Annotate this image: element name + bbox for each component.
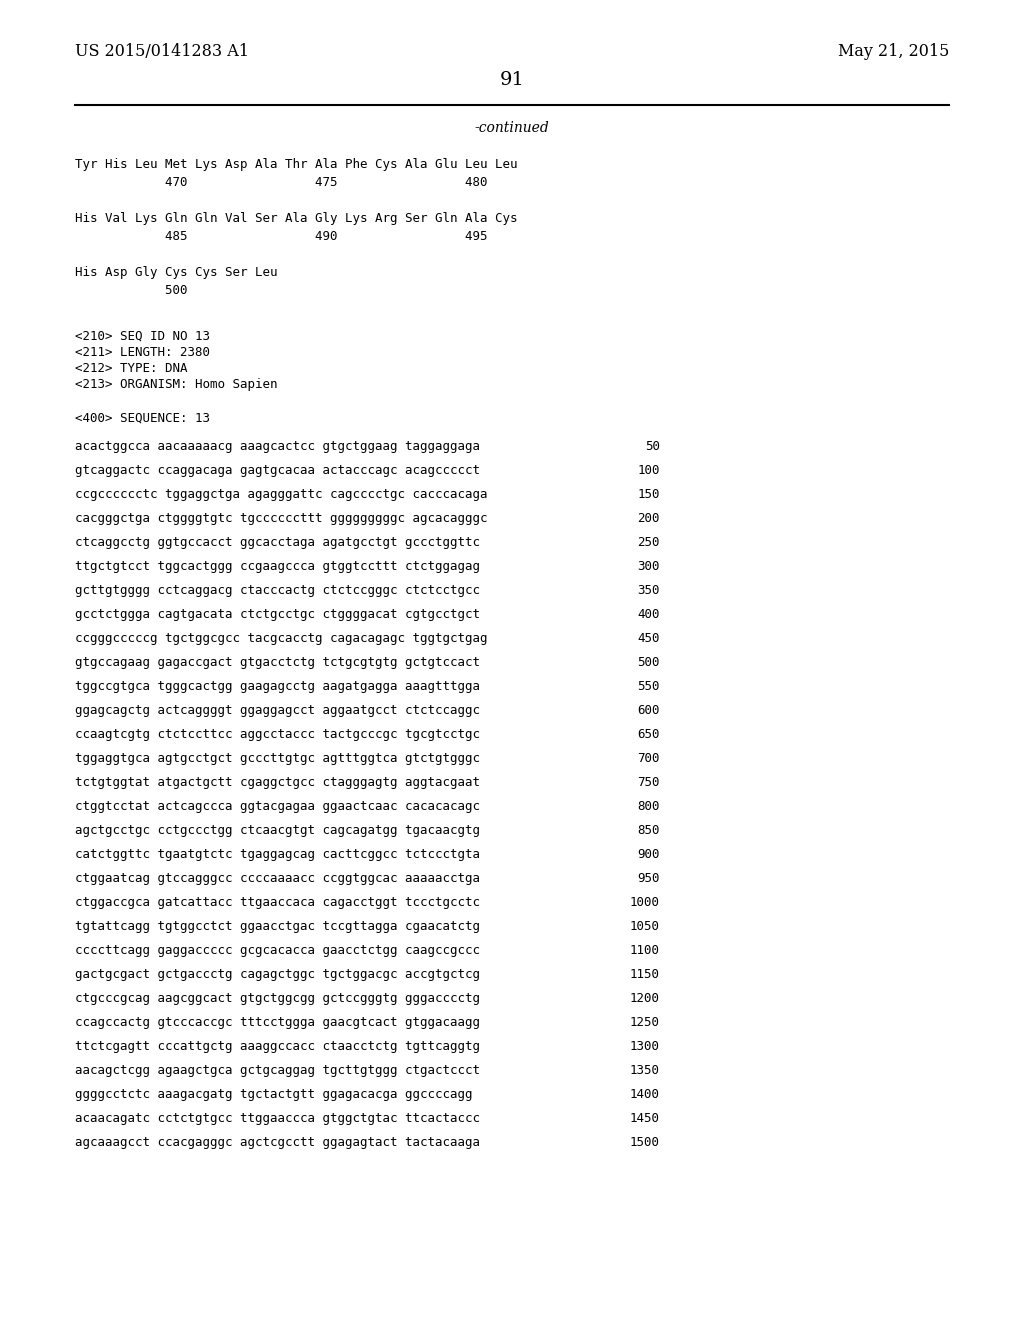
Text: 485                 490                 495: 485 490 495 xyxy=(75,230,487,243)
Text: 1450: 1450 xyxy=(630,1111,660,1125)
Text: 300: 300 xyxy=(638,560,660,573)
Text: 1200: 1200 xyxy=(630,993,660,1005)
Text: gcctctggga cagtgacata ctctgcctgc ctggggacat cgtgcctgct: gcctctggga cagtgacata ctctgcctgc ctgggga… xyxy=(75,609,480,620)
Text: 1300: 1300 xyxy=(630,1040,660,1053)
Text: <210> SEQ ID NO 13: <210> SEQ ID NO 13 xyxy=(75,330,210,343)
Text: 1250: 1250 xyxy=(630,1016,660,1030)
Text: 50: 50 xyxy=(645,440,660,453)
Text: <212> TYPE: DNA: <212> TYPE: DNA xyxy=(75,362,187,375)
Text: 550: 550 xyxy=(638,680,660,693)
Text: gactgcgact gctgaccctg cagagctggc tgctggacgc accgtgctcg: gactgcgact gctgaccctg cagagctggc tgctgga… xyxy=(75,968,480,981)
Text: 100: 100 xyxy=(638,465,660,477)
Text: 450: 450 xyxy=(638,632,660,645)
Text: gcttgtgggg cctcaggacg ctacccactg ctctccgggc ctctcctgcc: gcttgtgggg cctcaggacg ctacccactg ctctccg… xyxy=(75,583,480,597)
Text: -continued: -continued xyxy=(475,121,549,135)
Text: May 21, 2015: May 21, 2015 xyxy=(838,44,949,61)
Text: 750: 750 xyxy=(638,776,660,789)
Text: 1050: 1050 xyxy=(630,920,660,933)
Text: 400: 400 xyxy=(638,609,660,620)
Text: agctgcctgc cctgccctgg ctcaacgtgt cagcagatgg tgacaacgtg: agctgcctgc cctgccctgg ctcaacgtgt cagcaga… xyxy=(75,824,480,837)
Text: tggaggtgca agtgcctgct gcccttgtgc agtttggtca gtctgtgggc: tggaggtgca agtgcctgct gcccttgtgc agtttgg… xyxy=(75,752,480,766)
Text: ccaagtcgtg ctctccttcc aggcctaccc tactgcccgc tgcgtcctgc: ccaagtcgtg ctctccttcc aggcctaccc tactgcc… xyxy=(75,729,480,741)
Text: His Asp Gly Cys Cys Ser Leu: His Asp Gly Cys Cys Ser Leu xyxy=(75,267,278,279)
Text: ctgcccgcag aagcggcact gtgctggcgg gctccgggtg gggacccctg: ctgcccgcag aagcggcact gtgctggcgg gctccgg… xyxy=(75,993,480,1005)
Text: ttgctgtcct tggcactggg ccgaagccca gtggtccttt ctctggagag: ttgctgtcct tggcactggg ccgaagccca gtggtcc… xyxy=(75,560,480,573)
Text: ctcaggcctg ggtgccacct ggcacctaga agatgcctgt gccctggttc: ctcaggcctg ggtgccacct ggcacctaga agatgcc… xyxy=(75,536,480,549)
Text: 1400: 1400 xyxy=(630,1088,660,1101)
Text: agcaaagcct ccacgagggc agctcgcctt ggagagtact tactacaaga: agcaaagcct ccacgagggc agctcgcctt ggagagt… xyxy=(75,1137,480,1148)
Text: 200: 200 xyxy=(638,512,660,525)
Text: 500: 500 xyxy=(75,284,187,297)
Text: 1350: 1350 xyxy=(630,1064,660,1077)
Text: ggagcagctg actcaggggt ggaggagcct aggaatgcct ctctccaggc: ggagcagctg actcaggggt ggaggagcct aggaatg… xyxy=(75,704,480,717)
Text: ctggtcctat actcagccca ggtacgagaa ggaactcaac cacacacagc: ctggtcctat actcagccca ggtacgagaa ggaactc… xyxy=(75,800,480,813)
Text: Tyr His Leu Met Lys Asp Ala Thr Ala Phe Cys Ala Glu Leu Leu: Tyr His Leu Met Lys Asp Ala Thr Ala Phe … xyxy=(75,158,517,172)
Text: US 2015/0141283 A1: US 2015/0141283 A1 xyxy=(75,44,249,61)
Text: 1000: 1000 xyxy=(630,896,660,909)
Text: 500: 500 xyxy=(638,656,660,669)
Text: gtgccagaag gagaccgact gtgacctctg tctgcgtgtg gctgtccact: gtgccagaag gagaccgact gtgacctctg tctgcgt… xyxy=(75,656,480,669)
Text: 350: 350 xyxy=(638,583,660,597)
Text: acaacagatc cctctgtgcc ttggaaccca gtggctgtac ttcactaccc: acaacagatc cctctgtgcc ttggaaccca gtggctg… xyxy=(75,1111,480,1125)
Text: 150: 150 xyxy=(638,488,660,502)
Text: 250: 250 xyxy=(638,536,660,549)
Text: <213> ORGANISM: Homo Sapien: <213> ORGANISM: Homo Sapien xyxy=(75,378,278,391)
Text: 700: 700 xyxy=(638,752,660,766)
Text: ggggcctctc aaagacgatg tgctactgtt ggagacacga ggccccagg: ggggcctctc aaagacgatg tgctactgtt ggagaca… xyxy=(75,1088,472,1101)
Text: gtcaggactc ccaggacaga gagtgcacaa actacccagc acagccccct: gtcaggactc ccaggacaga gagtgcacaa actaccc… xyxy=(75,465,480,477)
Text: 91: 91 xyxy=(500,71,524,88)
Text: ctggaatcag gtccagggcc ccccaaaacc ccggtggcac aaaaacctga: ctggaatcag gtccagggcc ccccaaaacc ccggtgg… xyxy=(75,873,480,884)
Text: tgtattcagg tgtggcctct ggaacctgac tccgttagga cgaacatctg: tgtattcagg tgtggcctct ggaacctgac tccgtta… xyxy=(75,920,480,933)
Text: 900: 900 xyxy=(638,847,660,861)
Text: 850: 850 xyxy=(638,824,660,837)
Text: 1100: 1100 xyxy=(630,944,660,957)
Text: ccgcccccctc tggaggctga agagggattc cagcccctgc cacccacaga: ccgcccccctc tggaggctga agagggattc cagccc… xyxy=(75,488,487,502)
Text: ctggaccgca gatcattacc ttgaaccaca cagacctggt tccctgcctc: ctggaccgca gatcattacc ttgaaccaca cagacct… xyxy=(75,896,480,909)
Text: 1500: 1500 xyxy=(630,1137,660,1148)
Text: <211> LENGTH: 2380: <211> LENGTH: 2380 xyxy=(75,346,210,359)
Text: tggccgtgca tgggcactgg gaagagcctg aagatgagga aaagtttgga: tggccgtgca tgggcactgg gaagagcctg aagatga… xyxy=(75,680,480,693)
Text: 600: 600 xyxy=(638,704,660,717)
Text: ttctcgagtt cccattgctg aaaggccacc ctaacctctg tgttcaggtg: ttctcgagtt cccattgctg aaaggccacc ctaacct… xyxy=(75,1040,480,1053)
Text: ccgggcccccg tgctggcgcc tacgcacctg cagacagagc tggtgctgag: ccgggcccccg tgctggcgcc tacgcacctg cagaca… xyxy=(75,632,487,645)
Text: tctgtggtat atgactgctt cgaggctgcc ctagggagtg aggtacgaat: tctgtggtat atgactgctt cgaggctgcc ctaggga… xyxy=(75,776,480,789)
Text: acactggcca aacaaaaacg aaagcactcc gtgctggaag taggaggaga: acactggcca aacaaaaacg aaagcactcc gtgctgg… xyxy=(75,440,480,453)
Text: 800: 800 xyxy=(638,800,660,813)
Text: aacagctcgg agaagctgca gctgcaggag tgcttgtggg ctgactccct: aacagctcgg agaagctgca gctgcaggag tgcttgt… xyxy=(75,1064,480,1077)
Text: cacgggctga ctggggtgtc tgccccccttt gggggggggc agcacagggc: cacgggctga ctggggtgtc tgccccccttt gggggg… xyxy=(75,512,487,525)
Text: catctggttc tgaatgtctc tgaggagcag cacttcggcc tctccctgta: catctggttc tgaatgtctc tgaggagcag cacttcg… xyxy=(75,847,480,861)
Text: 650: 650 xyxy=(638,729,660,741)
Text: ccagccactg gtcccaccgc tttcctggga gaacgtcact gtggacaagg: ccagccactg gtcccaccgc tttcctggga gaacgtc… xyxy=(75,1016,480,1030)
Text: ccccttcagg gaggaccccc gcgcacacca gaacctctgg caagccgccc: ccccttcagg gaggaccccc gcgcacacca gaacctc… xyxy=(75,944,480,957)
Text: 950: 950 xyxy=(638,873,660,884)
Text: His Val Lys Gln Gln Val Ser Ala Gly Lys Arg Ser Gln Ala Cys: His Val Lys Gln Gln Val Ser Ala Gly Lys … xyxy=(75,213,517,224)
Text: 470                 475                 480: 470 475 480 xyxy=(75,176,487,189)
Text: 1150: 1150 xyxy=(630,968,660,981)
Text: <400> SEQUENCE: 13: <400> SEQUENCE: 13 xyxy=(75,412,210,425)
